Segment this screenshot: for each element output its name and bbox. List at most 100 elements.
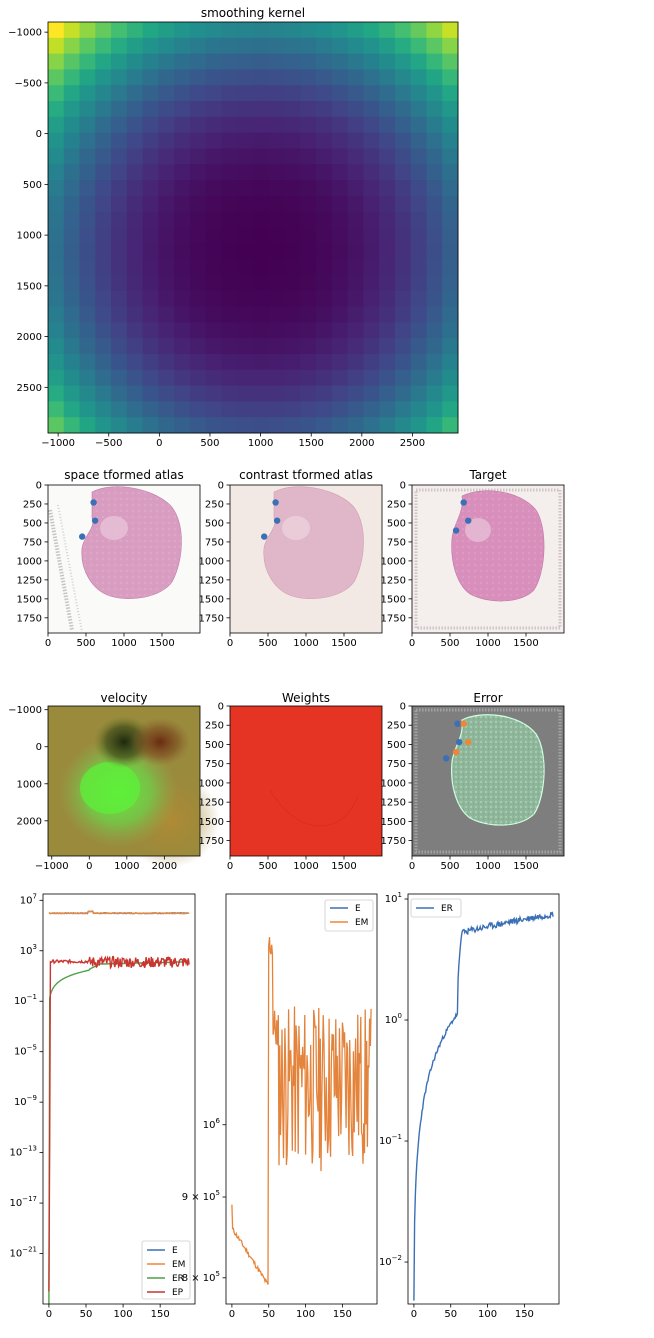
- kernel-cell: [300, 274, 317, 292]
- kernel-cell: [300, 306, 317, 323]
- space-y-tick-label-4: 1000: [17, 556, 42, 567]
- kernel-cell: [363, 195, 380, 213]
- kernel-cell: [205, 417, 222, 434]
- kernel-cell: [79, 101, 96, 118]
- weights-x-tick-label-0: 0: [227, 861, 233, 872]
- target-y-tick-label-4: 1000: [381, 556, 406, 567]
- kernel-cell: [300, 180, 317, 197]
- kernel-cell: [79, 116, 96, 134]
- kernel-cell: [426, 227, 443, 244]
- kernel-cell: [111, 180, 128, 197]
- kernel-cell: [48, 22, 65, 39]
- kernel-cell: [221, 22, 238, 39]
- contrast-x-tick-label-3: 1500: [331, 638, 356, 649]
- velocity-y-ticks: −1000 0 1000 2000: [8, 705, 48, 827]
- kernel-cell: [394, 385, 412, 402]
- kernel-cell: [158, 148, 175, 165]
- space-point-1: [91, 517, 99, 524]
- kernel-cell: [300, 37, 317, 55]
- kernel-cell: [205, 306, 222, 323]
- kernel-cell: [174, 306, 191, 323]
- kernel-cell: [95, 116, 112, 134]
- kernel-cell: [174, 401, 191, 418]
- kernel-cell: [379, 211, 396, 228]
- kernel-cell: [331, 353, 349, 371]
- kernel-cell: [442, 22, 459, 39]
- kernel-cell: [442, 385, 459, 402]
- target-title: Target: [468, 468, 506, 482]
- kernel-cell: [394, 227, 412, 244]
- kernel-cell: [158, 53, 175, 70]
- kernel-cell: [363, 69, 380, 86]
- kernel-cell: [174, 37, 191, 55]
- space-atlas-title: space tformed atlas: [64, 468, 184, 482]
- kernel-cell: [379, 385, 396, 402]
- kernel-cell: [126, 132, 144, 149]
- kernel-cell: [237, 353, 254, 371]
- kernel-cell: [300, 401, 317, 418]
- kernel-cell: [347, 259, 364, 276]
- kernel-cell: [111, 148, 128, 165]
- kernel-cell: [237, 22, 254, 39]
- kernel-cell: [426, 353, 443, 371]
- kernel-cell: [142, 195, 159, 213]
- kernel-cell: [363, 322, 380, 339]
- kernel-cell: [394, 417, 412, 434]
- kernel-cell: [268, 322, 286, 339]
- kernel-cell: [284, 164, 301, 181]
- kernel-cell: [205, 243, 222, 260]
- kernel-cell: [300, 85, 317, 102]
- space-x-tick-label-3: 1500: [149, 638, 174, 649]
- space-y-tick-label-2: 500: [23, 518, 42, 529]
- kernel-cell: [379, 101, 396, 118]
- velocity-x-tick-label-3: 2000: [152, 861, 177, 872]
- kernel-cell: [126, 101, 144, 118]
- weights-y-tick-label-3: 750: [205, 759, 224, 770]
- energy-y-tick-label-5: 10−13: [9, 1145, 37, 1159]
- energy-y-tick-label-2: 10−1: [14, 993, 37, 1007]
- error-y-tick-label-4: 1000: [381, 778, 406, 789]
- kernel-cell: [142, 290, 159, 308]
- kernel-cell: [268, 290, 286, 308]
- kernel-cell: [268, 132, 286, 149]
- kernel-cell: [316, 69, 333, 86]
- kernel-cell: [379, 180, 396, 197]
- kernel-cell: [379, 195, 396, 213]
- kernel-cell: [268, 338, 286, 355]
- kernel-cell: [379, 259, 396, 276]
- panel-energy: 0 50 100 150 10710310−110−510−910−1310−1710…: [9, 892, 196, 1320]
- kernel-cell: [426, 164, 443, 181]
- panel-matching: 0 50 100 150 8 × 105 9 × 105 106 E EM: [182, 893, 378, 1320]
- kernel-cell: [253, 401, 270, 418]
- space-point-2: [79, 533, 86, 540]
- weights-y-tick-label-0: 0: [218, 702, 224, 713]
- weights-image: [230, 706, 382, 856]
- kernel-cell: [142, 385, 159, 402]
- contrast-atlas-x-ticks: 0 500 1000 1500: [227, 633, 357, 649]
- kernel-cell: [284, 259, 301, 276]
- weights-y-tick-label-1: 250: [205, 721, 224, 732]
- kernel-cell: [174, 322, 191, 339]
- kernel-cell: [237, 417, 254, 434]
- kernel-cell: [253, 211, 270, 228]
- kernel-cell: [442, 53, 459, 70]
- kernel-cell: [316, 85, 333, 102]
- kernel-cell: [394, 401, 412, 418]
- kernel-cell: [111, 116, 128, 134]
- regularization-series: [413, 911, 554, 1301]
- kernel-cell: [142, 306, 159, 323]
- kernel-cell: [158, 132, 175, 149]
- kernel-cell: [253, 227, 270, 244]
- kernel-cell: [158, 37, 175, 55]
- contrast-atlas-tissue: [263, 486, 364, 599]
- kernel-cell: [426, 53, 443, 70]
- target-x-ticks: 0 500 1000 1500: [409, 633, 539, 649]
- kernel-cell: [174, 101, 191, 118]
- kernel-cell: [221, 116, 238, 134]
- velocity-x-tick-label-0: −1000: [35, 861, 69, 872]
- kernel-cell: [237, 338, 254, 355]
- kernel-cell: [48, 101, 65, 118]
- kernel-cell: [174, 243, 191, 260]
- kernel-cell: [300, 322, 317, 339]
- kernel-cell: [111, 322, 128, 339]
